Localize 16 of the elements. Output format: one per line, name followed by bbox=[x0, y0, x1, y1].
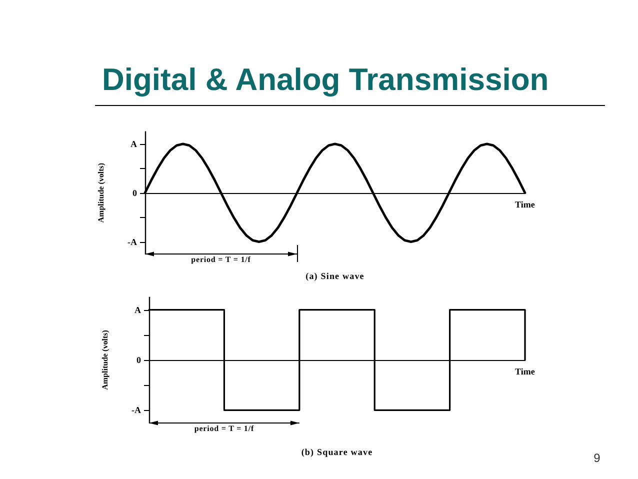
text: -A bbox=[132, 405, 141, 416]
text: 0 bbox=[132, 188, 137, 198]
text: -A bbox=[128, 236, 137, 247]
text: (a) Sine wave bbox=[306, 271, 364, 281]
y-axis-title: Amplitude (volts) bbox=[96, 162, 106, 223]
x-axis-title: Time bbox=[515, 199, 535, 210]
x-axis-title: Time bbox=[515, 366, 535, 376]
text: (b) Square wave bbox=[301, 446, 373, 457]
text: 9 bbox=[594, 451, 600, 465]
text: period = T = 1/f bbox=[194, 424, 254, 433]
text: A bbox=[130, 138, 137, 149]
text: period = T = 1/f bbox=[191, 255, 251, 264]
text: 0 bbox=[136, 355, 141, 365]
chart-title: Digital & Analog Transmission bbox=[102, 62, 549, 98]
y-axis-title: Amplitude (volts) bbox=[100, 330, 110, 390]
text: A bbox=[134, 304, 141, 315]
